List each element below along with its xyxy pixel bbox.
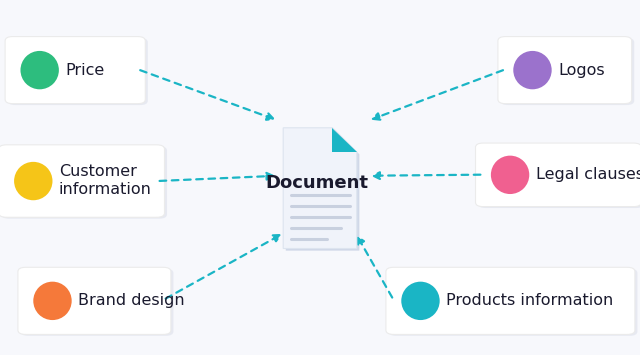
Polygon shape	[283, 128, 357, 248]
Polygon shape	[285, 130, 360, 251]
FancyBboxPatch shape	[388, 269, 637, 336]
Ellipse shape	[20, 51, 59, 89]
Text: Document: Document	[266, 174, 368, 192]
Ellipse shape	[513, 51, 552, 89]
Ellipse shape	[14, 162, 52, 200]
Text: information: information	[59, 182, 152, 197]
Text: Legal clauses: Legal clauses	[536, 167, 640, 182]
Text: Price: Price	[65, 62, 104, 78]
Ellipse shape	[491, 155, 529, 194]
Ellipse shape	[401, 282, 440, 320]
FancyBboxPatch shape	[386, 267, 635, 334]
Polygon shape	[333, 128, 357, 152]
FancyBboxPatch shape	[18, 267, 171, 334]
Text: Logos: Logos	[558, 62, 605, 78]
Text: Products information: Products information	[446, 293, 613, 308]
Text: Brand design: Brand design	[78, 293, 185, 308]
FancyBboxPatch shape	[498, 37, 632, 104]
FancyBboxPatch shape	[0, 145, 164, 217]
FancyBboxPatch shape	[500, 38, 634, 105]
FancyBboxPatch shape	[478, 144, 640, 208]
FancyBboxPatch shape	[20, 269, 173, 336]
FancyBboxPatch shape	[8, 38, 148, 105]
FancyBboxPatch shape	[1, 146, 167, 219]
Text: Customer: Customer	[59, 164, 137, 179]
Ellipse shape	[33, 282, 72, 320]
FancyBboxPatch shape	[5, 37, 145, 104]
FancyBboxPatch shape	[476, 143, 640, 207]
